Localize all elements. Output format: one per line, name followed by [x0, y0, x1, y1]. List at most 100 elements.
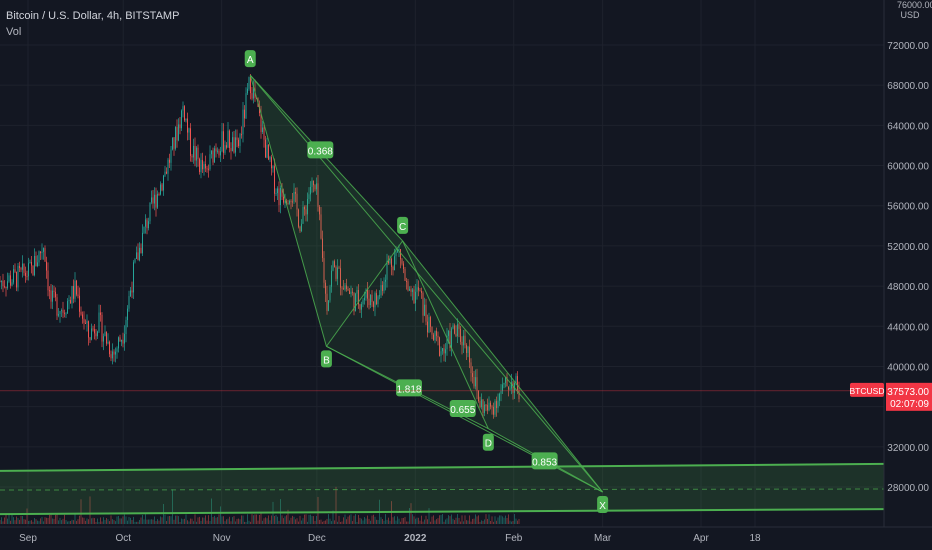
symbol-tag-bg: [850, 382, 884, 397]
candle-body: [337, 267, 338, 279]
zone-upper-line[interactable]: [0, 462, 885, 472]
volume-bar: [268, 515, 269, 524]
candle-body: [463, 335, 464, 346]
candle-body: [286, 201, 287, 204]
candle-body: [484, 404, 485, 413]
volume-bar: [242, 515, 244, 524]
volume-bar: [313, 516, 314, 524]
volume-bar: [398, 518, 400, 524]
point-label-d[interactable]: D: [482, 433, 494, 451]
volume-bar: [251, 514, 253, 524]
candle-body: [148, 221, 149, 229]
point-label-x[interactable]: X: [597, 496, 609, 514]
candle-body: [451, 328, 452, 348]
ratio-label-1-bg: [307, 141, 334, 159]
volume-bar: [353, 515, 355, 524]
volume-bar: [421, 515, 422, 524]
volume-bar: [88, 519, 89, 524]
volume-bar: [433, 515, 434, 524]
volume-bar: [416, 517, 418, 524]
candle-body: [400, 249, 401, 260]
price-tick-label: 68000.00: [887, 81, 929, 92]
candle-body: [508, 386, 509, 390]
zone-lower-line[interactable]: [0, 508, 885, 516]
candle-body: [64, 312, 65, 314]
volume-bar: [211, 498, 212, 524]
candle-body: [128, 296, 130, 309]
pattern-line-ab[interactable]: [249, 75, 327, 347]
volume-bar: [323, 520, 325, 524]
candle-body: [307, 198, 308, 215]
price-tag-bg: [886, 382, 932, 411]
candle-body: [193, 145, 194, 158]
candle-body: [200, 159, 202, 172]
volume-bar: [278, 520, 280, 524]
time-tick-label: Mar: [594, 533, 612, 544]
volume-bar: [283, 518, 284, 524]
volume-bar: [455, 517, 457, 524]
volume-bar: [196, 521, 197, 524]
volume-bar: [331, 521, 332, 524]
volume-bar: [509, 520, 511, 524]
candle-body: [511, 382, 512, 389]
point-label-b[interactable]: B: [320, 350, 332, 368]
volume-bar: [265, 517, 266, 524]
volume-bar: [214, 515, 215, 524]
candle-body: [190, 128, 191, 156]
candle-body: [448, 331, 449, 336]
candle-body: [37, 262, 38, 267]
candle-body: [181, 110, 182, 129]
volume-bar: [182, 519, 184, 524]
candle-body: [409, 289, 410, 291]
candle-body: [112, 351, 113, 359]
price-axis[interactable]: 28000.0032000.0036000.0040000.0044000.00…: [850, 0, 932, 550]
candle-body: [5, 287, 7, 289]
volume-bar: [19, 519, 20, 524]
harmonic-pattern[interactable]: A B C D X 0.368 1.818 0.655 0.853: [0, 50, 884, 514]
candle-body: [118, 337, 119, 349]
candle-body: [26, 276, 28, 278]
candle-body: [308, 194, 310, 199]
candle-body: [172, 137, 173, 150]
volume-bar: [43, 521, 44, 524]
volume-bar: [475, 514, 476, 524]
candle-body: [133, 262, 134, 293]
candle-body: [389, 258, 391, 264]
pattern-line-cx[interactable]: [402, 240, 604, 493]
point-label-a[interactable]: A: [244, 50, 256, 68]
ratio-label-4[interactable]: 0.853: [531, 452, 558, 470]
ratio-label-3[interactable]: 0.655: [449, 399, 476, 417]
target-zone[interactable]: [0, 462, 885, 516]
ratio-label-4-text: 0.853: [532, 457, 557, 468]
pattern-line-bc[interactable]: [326, 240, 404, 347]
volume-bar: [95, 521, 97, 524]
candle-body: [109, 341, 110, 355]
candle-body: [386, 260, 388, 280]
candle-body: [392, 266, 394, 271]
candle-body: [398, 249, 400, 251]
volume-bar: [334, 520, 335, 524]
point-label-c[interactable]: C: [397, 216, 409, 234]
volume-bar: [184, 518, 185, 524]
time-axis[interactable]: Sep Oct Nov Dec 2022 Feb Mar Apr 18: [0, 526, 932, 550]
symbol-tag[interactable]: BTCUSD: [850, 386, 885, 396]
candle-body: [454, 325, 455, 334]
candle-body: [145, 219, 146, 227]
point-label-c-bg: [397, 216, 409, 234]
volume-bar: [197, 517, 199, 524]
volume-bar: [293, 516, 295, 524]
volume-bar: [73, 520, 74, 524]
candle-body: [97, 331, 98, 337]
ratio-label-2-text: 1.818: [396, 384, 421, 395]
volume-bar: [355, 514, 356, 524]
volume-bar: [100, 517, 101, 524]
ratio-label-1[interactable]: 0.368: [307, 141, 334, 159]
volume-bar: [14, 520, 16, 524]
ratio-label-2[interactable]: 1.818: [395, 379, 422, 397]
volume-bar: [83, 517, 85, 524]
volume-bar: [310, 514, 311, 524]
candle-body: [142, 232, 143, 254]
volume-bar: [415, 518, 416, 524]
candle-body: [103, 336, 104, 342]
